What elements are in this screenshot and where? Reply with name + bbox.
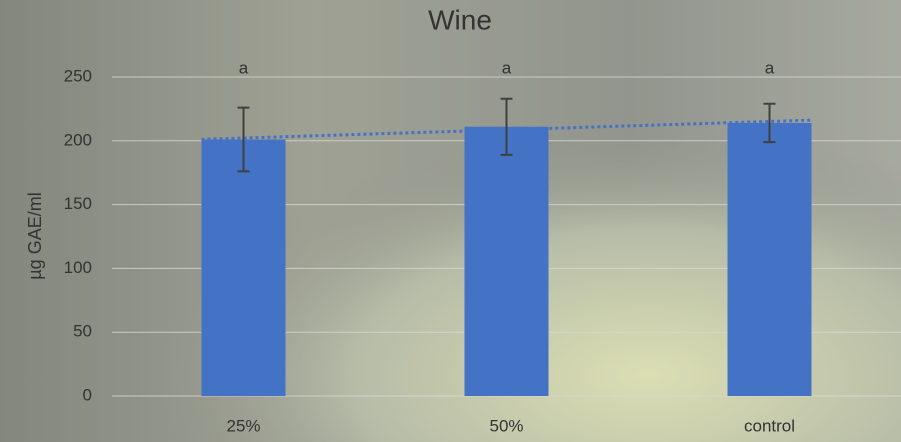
error-bar xyxy=(763,102,776,144)
x-tick-label: control xyxy=(744,416,795,435)
y-tick-label: 50 xyxy=(73,322,92,341)
y-tick-label: 100 xyxy=(64,258,92,277)
x-tick-label: 25% xyxy=(226,416,260,435)
annotation: a xyxy=(765,58,775,77)
y-tick-label: 0 xyxy=(83,385,92,404)
annotation: a xyxy=(239,58,249,77)
bar xyxy=(464,126,549,396)
y-tick-label: 250 xyxy=(64,66,92,85)
bar xyxy=(201,139,286,397)
bar xyxy=(727,122,812,396)
x-tick-label: 50% xyxy=(489,416,523,435)
error-bar xyxy=(237,106,250,173)
y-tick-label: 200 xyxy=(64,130,92,149)
y-axis-label: µg GAE/ml xyxy=(25,192,45,279)
annotation: a xyxy=(502,58,512,77)
error-bar xyxy=(500,97,513,156)
y-tick-label: 150 xyxy=(64,194,92,213)
chart-title: Wine xyxy=(428,4,492,35)
